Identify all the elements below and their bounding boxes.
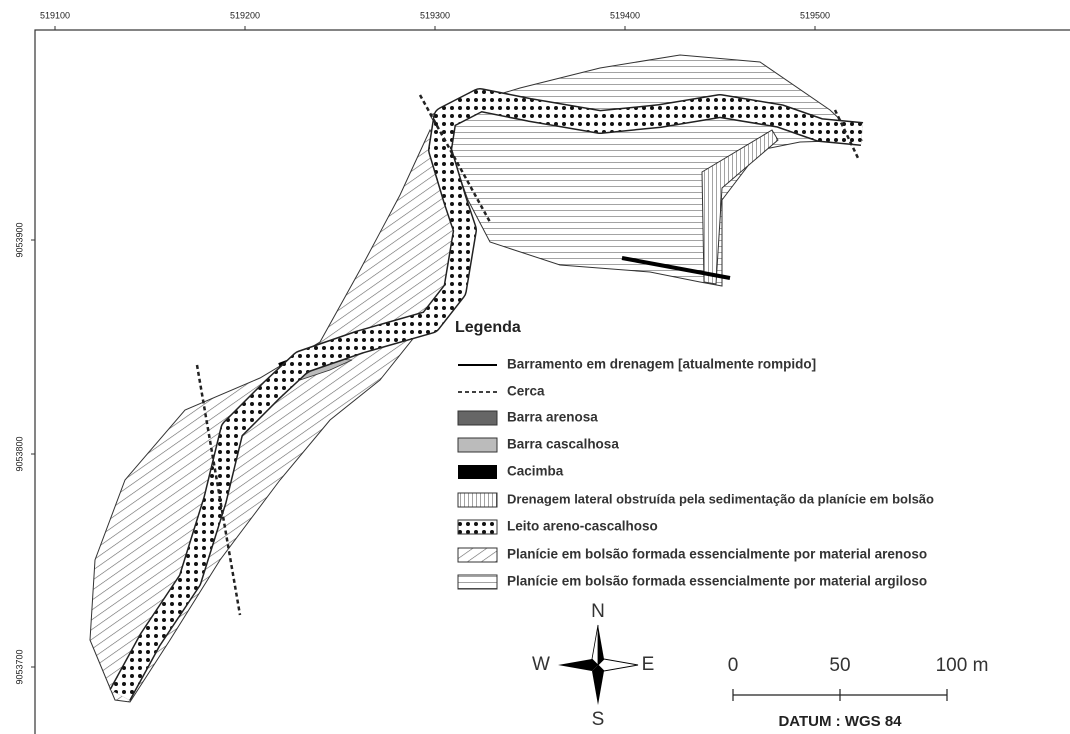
clay-plain xyxy=(430,55,862,286)
sandy-plain xyxy=(90,130,470,702)
legend: Legenda Barramento em drenagem [atualmen… xyxy=(455,319,934,589)
datum: DATUM : WGS 84 xyxy=(778,713,902,730)
legend-label: Barra arenosa xyxy=(507,410,598,425)
scale-label: 50 xyxy=(829,655,850,676)
x-label: 519300 xyxy=(420,10,450,20)
compass-label: S xyxy=(592,709,605,730)
legend-label: Barra cascalhosa xyxy=(507,437,619,452)
scale-bar: 0 50 100 m DATUM : WGS 84 xyxy=(728,655,989,730)
scale-label: 100 m xyxy=(936,655,989,676)
map: 519100 519200 519300 519400 519500 90539… xyxy=(0,0,1070,734)
compass-label: E xyxy=(642,654,655,675)
legend-label: Drenagem lateral obstruída pela sediment… xyxy=(507,491,934,506)
legend-swatch xyxy=(458,493,497,507)
legend-swatch xyxy=(458,411,497,425)
y-label: 9053900 xyxy=(14,222,24,257)
compass-label: N xyxy=(591,601,605,622)
y-label: 9053800 xyxy=(14,436,24,471)
legend-swatch xyxy=(458,438,497,452)
x-label: 519100 xyxy=(40,10,70,20)
x-label: 519500 xyxy=(800,10,830,20)
legend-swatch xyxy=(458,575,497,589)
y-label: 9053700 xyxy=(14,649,24,684)
legend-label: Barramento em drenagem [atualmente rompi… xyxy=(507,357,816,372)
scale-label: 0 xyxy=(728,655,739,676)
legend-swatch xyxy=(458,465,497,479)
compass: N S E W xyxy=(532,601,654,730)
y-axis: 9053900 9053800 9053700 xyxy=(14,222,35,684)
legend-title: Legenda xyxy=(455,319,521,336)
legend-label: Leito areno-cascalhoso xyxy=(507,519,658,534)
legend-label: Planície em bolsão formada essencialment… xyxy=(507,574,927,589)
legend-swatch xyxy=(458,548,497,562)
legend-label: Cacimba xyxy=(507,464,564,479)
legend-swatch xyxy=(458,520,497,534)
legend-label: Cerca xyxy=(507,384,545,399)
x-label: 519200 xyxy=(230,10,260,20)
legend-label: Planície em bolsão formada essencialment… xyxy=(507,547,927,562)
compass-label: W xyxy=(532,654,550,675)
x-label: 519400 xyxy=(610,10,640,20)
x-axis: 519100 519200 519300 519400 519500 xyxy=(40,10,830,30)
